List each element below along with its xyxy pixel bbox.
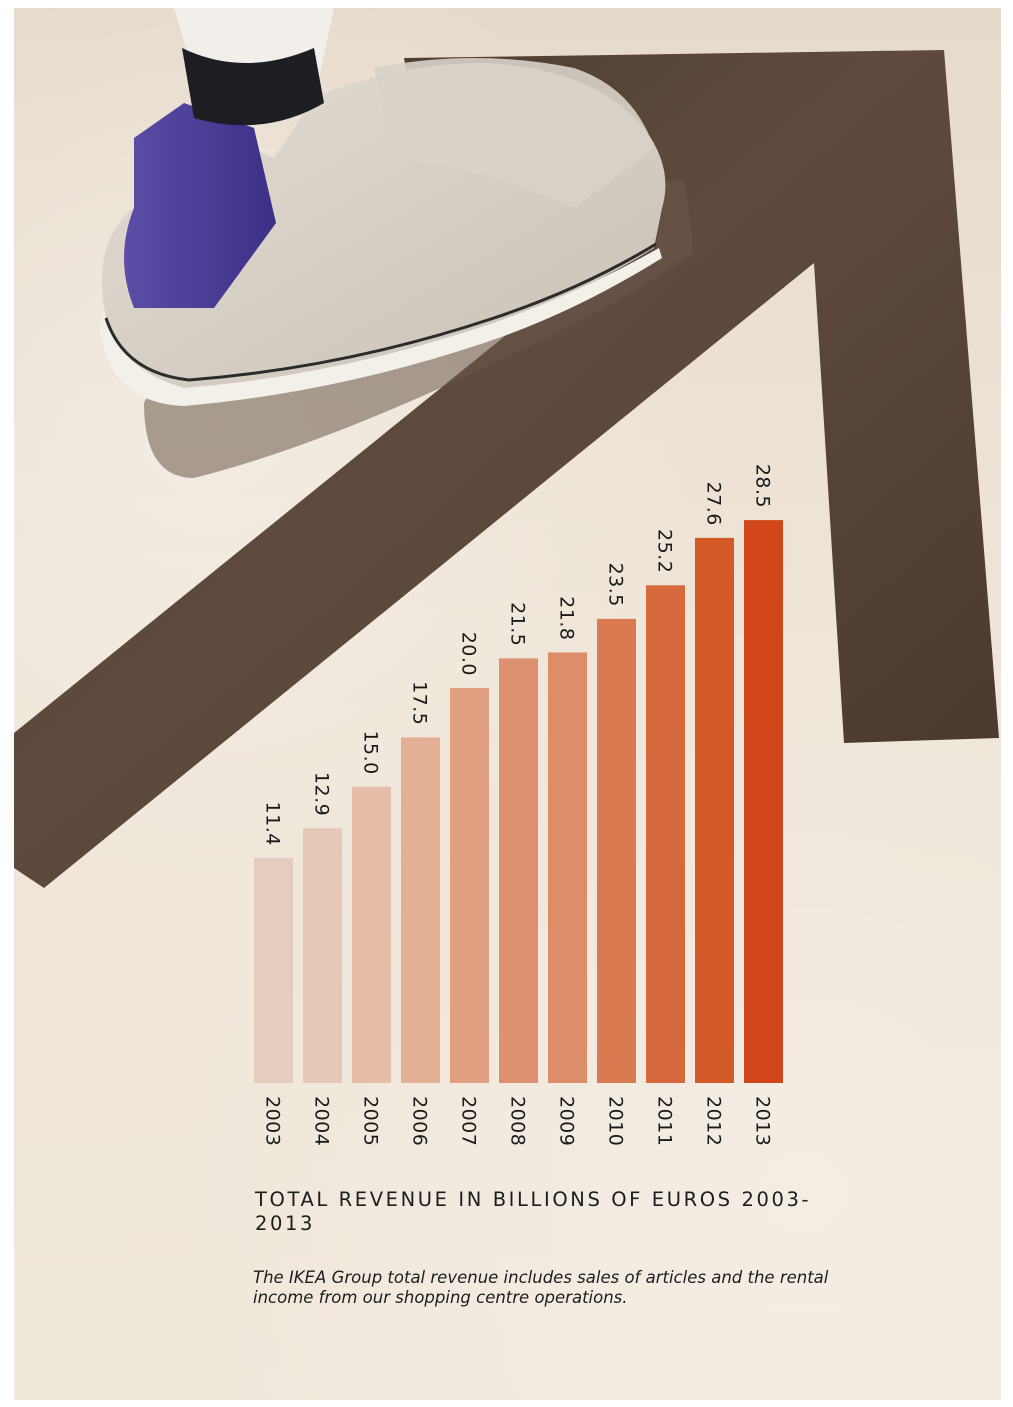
chart-title: TOTAL REVENUE IN BILLIONS OF EUROS 2003-… <box>255 1188 812 1235</box>
bar-2006 <box>401 737 440 1083</box>
category-label-2007: 2007 <box>458 1096 480 1146</box>
value-label-2011: 25.2 <box>654 529 676 573</box>
category-label-2006: 2006 <box>409 1096 431 1146</box>
shoe-shadow <box>144 178 694 478</box>
value-label-2008: 21.5 <box>507 602 529 646</box>
category-label-2009: 2009 <box>556 1096 578 1146</box>
category-label-2008: 2008 <box>507 1096 529 1146</box>
page: 11.4 12.9 15.0 17.5 20.0 21.5 21.8 23.5 25.2 27.6… <box>14 8 1001 1400</box>
background-photo <box>14 8 999 888</box>
value-label-2005: 15.0 <box>360 730 382 774</box>
chart-note: The IKEA Group total revenue includes sa… <box>253 1268 829 1307</box>
bar-2008 <box>499 658 538 1083</box>
category-label-2005: 2005 <box>360 1096 382 1146</box>
bar-2010 <box>597 618 636 1083</box>
sneaker <box>100 8 666 406</box>
bar-2003 <box>254 857 293 1083</box>
bar-2012 <box>695 537 734 1083</box>
revenue-chart: 11.4 12.9 15.0 17.5 20.0 21.5 21.8 23.5 25.2 27.6… <box>254 464 783 1146</box>
value-label-2012: 27.6 <box>703 482 725 526</box>
bar-2005 <box>352 786 391 1083</box>
bar-2004 <box>303 828 342 1083</box>
value-label-2003: 11.4 <box>262 802 284 846</box>
value-label-2004: 12.9 <box>311 772 333 816</box>
bar-2009 <box>548 652 587 1083</box>
floor-arrow <box>14 50 999 888</box>
category-label-2013: 2013 <box>752 1096 774 1146</box>
category-label-2012: 2012 <box>703 1096 725 1146</box>
category-label-2010: 2010 <box>605 1096 627 1146</box>
category-label-2004: 2004 <box>311 1096 333 1146</box>
value-label-2006: 17.5 <box>409 681 431 725</box>
value-label-2013: 28.5 <box>752 464 774 508</box>
category-label-2003: 2003 <box>262 1096 284 1146</box>
value-label-2009: 21.8 <box>556 596 578 640</box>
value-label-2010: 23.5 <box>605 563 627 607</box>
bar-2013 <box>744 520 783 1083</box>
bar-2011 <box>646 585 685 1083</box>
value-label-2007: 20.0 <box>458 632 480 676</box>
bar-2007 <box>450 688 489 1083</box>
category-label-2011: 2011 <box>654 1096 676 1146</box>
